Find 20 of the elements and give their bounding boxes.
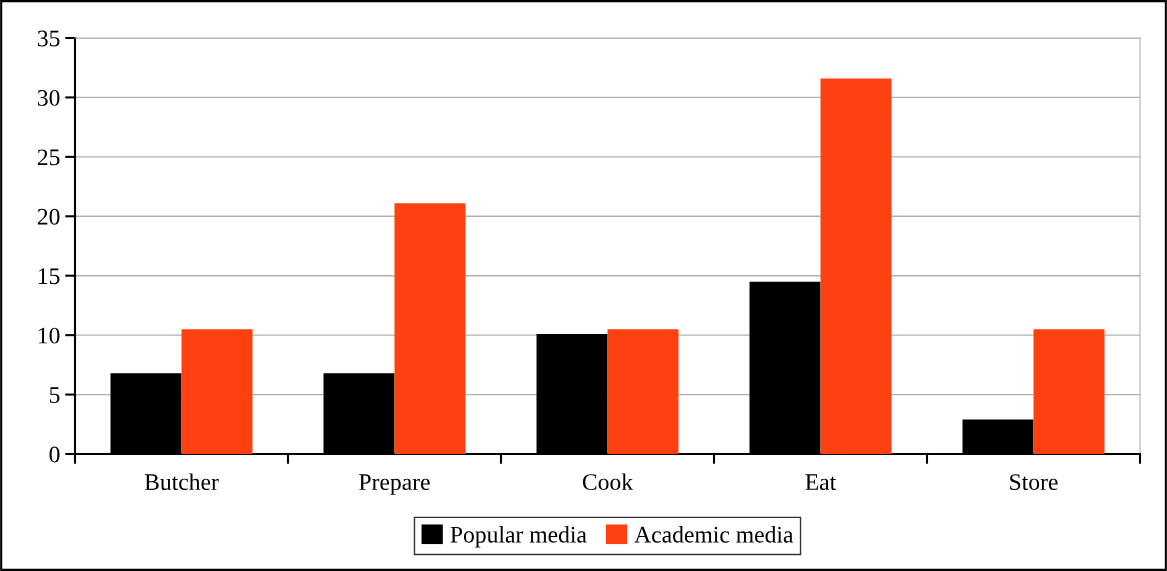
y-tick-label: 0 bbox=[49, 446, 60, 463]
x-tick-label: Store bbox=[1010, 474, 1058, 491]
y-tick-label: 25 bbox=[37, 149, 60, 166]
y-tick-label: 5 bbox=[49, 387, 60, 403]
bar bbox=[181, 329, 253, 454]
bar bbox=[394, 203, 466, 454]
y-tick-label: 35 bbox=[37, 30, 60, 47]
bar bbox=[820, 78, 892, 454]
bar bbox=[607, 329, 679, 454]
bar bbox=[1033, 329, 1105, 454]
y-tick-label: 15 bbox=[38, 268, 60, 285]
legend-label: Academic media bbox=[634, 526, 794, 543]
legend-label: Popular media bbox=[450, 526, 587, 548]
x-tick-label: Eat bbox=[805, 474, 837, 491]
y-tick-label: 20 bbox=[37, 208, 60, 225]
x-tick-label: Cook bbox=[582, 473, 634, 491]
y-tick-label: 30 bbox=[37, 89, 60, 106]
x-tick-label: Prepare bbox=[359, 474, 430, 495]
y-tick-label: 10 bbox=[38, 327, 60, 344]
x-tick-label: Butcher bbox=[144, 473, 219, 491]
